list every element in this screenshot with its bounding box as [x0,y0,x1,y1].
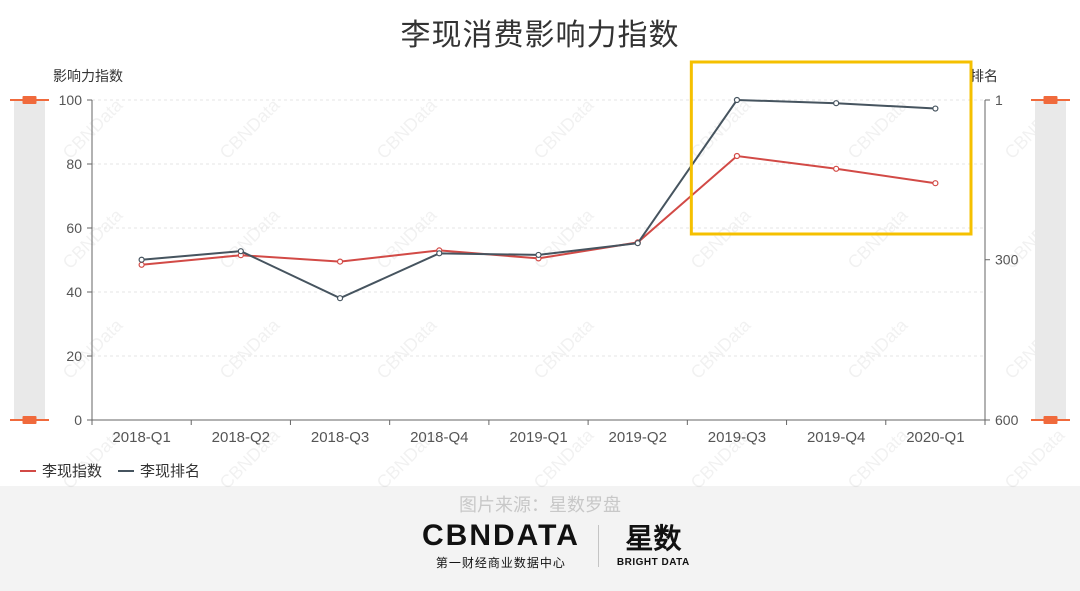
watermark: CBNData [216,314,285,383]
right-tick-label: 600 [995,412,1019,428]
watermark: CBNData [1001,424,1070,493]
zoom-handle [22,96,37,104]
left-zoom-track [14,100,45,420]
x-tick-label: 2018-Q1 [112,429,170,446]
watermark: CBNData [373,204,442,273]
left-tick-label: 40 [66,284,82,300]
series-point-0 [932,180,939,187]
series-point-1 [634,240,641,247]
footer-band [0,486,1080,591]
legend-label-index: 李现指数 [42,463,103,480]
axes-layer [87,99,990,425]
watermark: CBNData [216,204,285,273]
series-point-1 [833,100,840,107]
left-axis-title: 影响力指数 [53,68,123,84]
xingshu-logo-subtitle: BRIGHT DATA [616,557,690,568]
xingshu-logo: 星数 BRIGHT DATA [616,523,690,569]
legend-swatch-rank [118,469,135,472]
series-point-1 [733,96,741,104]
watermark: CBNData [59,204,128,273]
left-tick-label: 100 [59,92,83,108]
series-line-0 [141,154,936,266]
x-tick-label: 2019-Q1 [509,429,567,446]
left-tick-label: 80 [66,156,82,172]
highlight-box [689,60,973,236]
legend-swatch-index [20,469,36,472]
source-caption: 图片来源：星数罗盘 [459,495,621,515]
left-tick-label: 20 [66,348,82,364]
right-tick-label: 300 [995,252,1019,268]
legend: 李现指数 李现排名 [20,460,200,481]
x-tick-label: 2019-Q2 [609,429,667,446]
series-point-1 [336,295,344,302]
footer-logos: CBNDATA 第一财经商业数据中心 星数 BRIGHT DATA [422,521,690,571]
watermark: CBNData [530,314,599,383]
watermark: CBNData [530,204,599,273]
series-point-1 [138,256,145,263]
xingshu-logo-text: 星数 [625,523,682,554]
logo-divider [597,525,599,567]
left-tick-label: 0 [74,412,82,428]
watermark: CBNData [373,94,442,163]
chart-title: 李现消费影响力指数 [400,19,680,52]
watermark: CBNData [373,314,442,383]
series-point-0 [336,258,344,265]
cbndata-logo: CBNDATA 第一财经商业数据中心 [422,521,580,571]
series-point-0 [733,152,741,160]
right-tick-label: 1 [995,92,1003,108]
highlight-layer [689,60,973,236]
watermark: CBNData [687,314,756,383]
series-point-1 [237,248,244,255]
cbndata-logo-subtitle: 第一财经商业数据中心 [435,556,566,570]
right-zoom-track [1035,100,1066,420]
legend-item-index[interactable]: 李现指数 [20,460,102,481]
series-point-1 [436,250,443,257]
left-tick-label: 60 [66,220,82,236]
watermark: CBNData [530,94,599,163]
series-point-0 [833,165,840,172]
series-point-0 [138,261,145,268]
x-tick-label: 2020-Q1 [906,429,964,446]
series-layer [138,96,939,302]
series-point-1 [932,105,939,112]
x-tick-label: 2018-Q3 [311,429,369,446]
series-point-1 [535,251,542,259]
watermark: CBNData [844,314,913,383]
x-tick-label: 2019-Q4 [807,429,865,446]
watermark: CBNData [687,94,756,163]
right-axis-title: 排名 [970,68,998,84]
grid-layer [92,99,985,357]
x-tick-label: 2018-Q4 [410,429,468,446]
x-tick-label: 2019-Q3 [708,429,766,446]
zoom-handle [1043,96,1058,104]
cbndata-logo-text: CBNDATA [422,519,580,552]
zoom-handle [22,416,37,424]
zoom-slider-layer [10,96,1070,424]
watermark: CBNData [687,204,756,273]
watermark: CBNData [844,204,913,273]
x-tick-label: 2018-Q2 [212,429,270,446]
watermark: CBNData [216,94,285,163]
legend-item-rank[interactable]: 李现排名 [118,460,200,481]
legend-label-rank: 李现排名 [140,463,201,480]
zoom-handle [1043,416,1058,424]
tick-label-layer: 0 20 40 60 80 100 1 300 600 2018-Q1 2018-Q2 2018-Q3… [59,92,1019,446]
